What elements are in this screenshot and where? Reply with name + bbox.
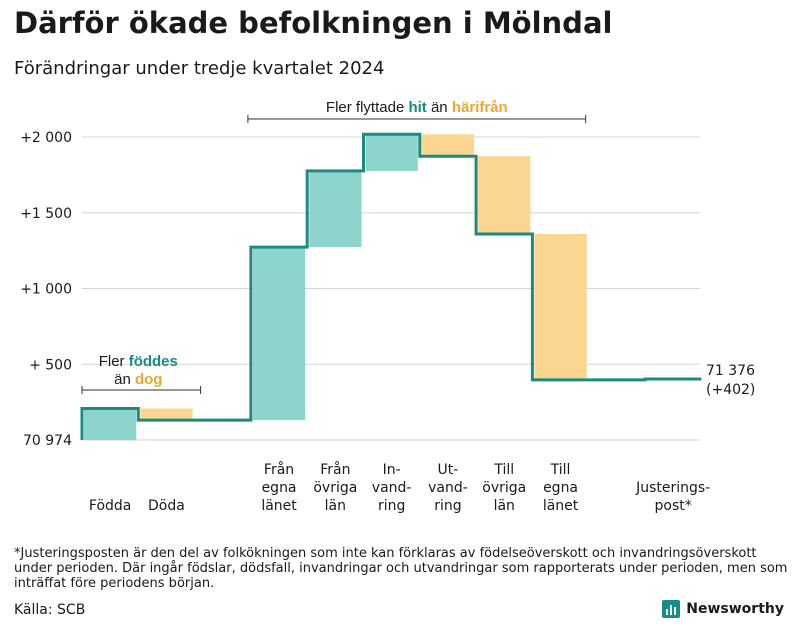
category-label: Födda	[89, 498, 131, 514]
waterfall-bar	[252, 247, 306, 421]
waterfall-chart: 70 974 + 500 +1 000 +1 500 +2 000 Födda Döda F…	[20, 99, 755, 514]
end-value-label: 71 376	[706, 363, 755, 379]
migration-annotation: Fler flyttade hit än härifrån	[326, 99, 508, 116]
waterfall-bar	[478, 156, 531, 234]
newsworthy-logo-icon	[662, 600, 681, 618]
migration-bracket	[247, 115, 587, 123]
footnote: *Justeringsposten är den del av folkökni…	[14, 546, 788, 591]
category-label: Från övriga län	[313, 461, 357, 514]
y-tick-label: +1 500	[20, 206, 72, 222]
y-tick-label: +1 000	[20, 282, 72, 298]
brand-name: Newsworthy	[686, 601, 784, 617]
y-tick-label: 70 974	[23, 433, 72, 449]
y-tick-label: +2 000	[20, 130, 72, 146]
waterfall-bar	[365, 134, 418, 171]
waterfall-bar	[84, 408, 137, 440]
waterfall-bar	[140, 408, 193, 421]
cumulative-step-line	[80, 132, 702, 440]
chart-subtitle: Förändringar under tredje kvartalet 2024	[14, 58, 385, 79]
source-label: Källa: SCB	[14, 602, 86, 618]
waterfall-bar	[421, 134, 475, 157]
category-label: Justerings-post*	[635, 480, 710, 514]
chart-title: Därför ökade befolkningen i Mölndal	[14, 6, 613, 40]
births-annotation-line1: Fler föddes	[99, 353, 178, 370]
brand-logo: Newsworthy	[662, 600, 784, 618]
waterfall-bar	[309, 170, 362, 248]
category-label: In-vand-ring	[372, 462, 412, 514]
waterfall-bar	[534, 233, 587, 380]
category-label: Till egna länet	[543, 462, 579, 514]
category-label: Från egna länet	[261, 461, 297, 514]
births-bracket	[81, 386, 202, 394]
category-label: Döda	[148, 498, 185, 514]
category-label: Till övriga län	[482, 462, 526, 514]
end-change-label: (+402)	[706, 382, 755, 398]
y-tick-label: + 500	[29, 357, 72, 373]
births-annotation-line2: än dog	[114, 371, 162, 388]
category-label: Ut-vand-ring	[428, 462, 468, 514]
